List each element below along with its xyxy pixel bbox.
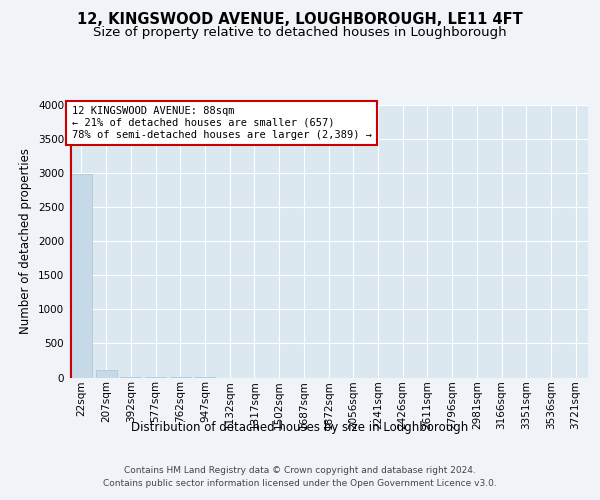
Y-axis label: Number of detached properties: Number of detached properties <box>19 148 32 334</box>
Text: Size of property relative to detached houses in Loughborough: Size of property relative to detached ho… <box>93 26 507 39</box>
Text: 12 KINGSWOOD AVENUE: 88sqm
← 21% of detached houses are smaller (657)
78% of sem: 12 KINGSWOOD AVENUE: 88sqm ← 21% of deta… <box>71 106 371 140</box>
Text: Contains HM Land Registry data © Crown copyright and database right 2024.: Contains HM Land Registry data © Crown c… <box>124 466 476 475</box>
Text: Distribution of detached houses by size in Loughborough: Distribution of detached houses by size … <box>131 421 469 434</box>
Bar <box>71 174 92 378</box>
Text: 12, KINGSWOOD AVENUE, LOUGHBOROUGH, LE11 4FT: 12, KINGSWOOD AVENUE, LOUGHBOROUGH, LE11… <box>77 12 523 28</box>
Bar <box>120 377 141 378</box>
Text: Contains public sector information licensed under the Open Government Licence v3: Contains public sector information licen… <box>103 478 497 488</box>
Bar <box>95 370 116 378</box>
